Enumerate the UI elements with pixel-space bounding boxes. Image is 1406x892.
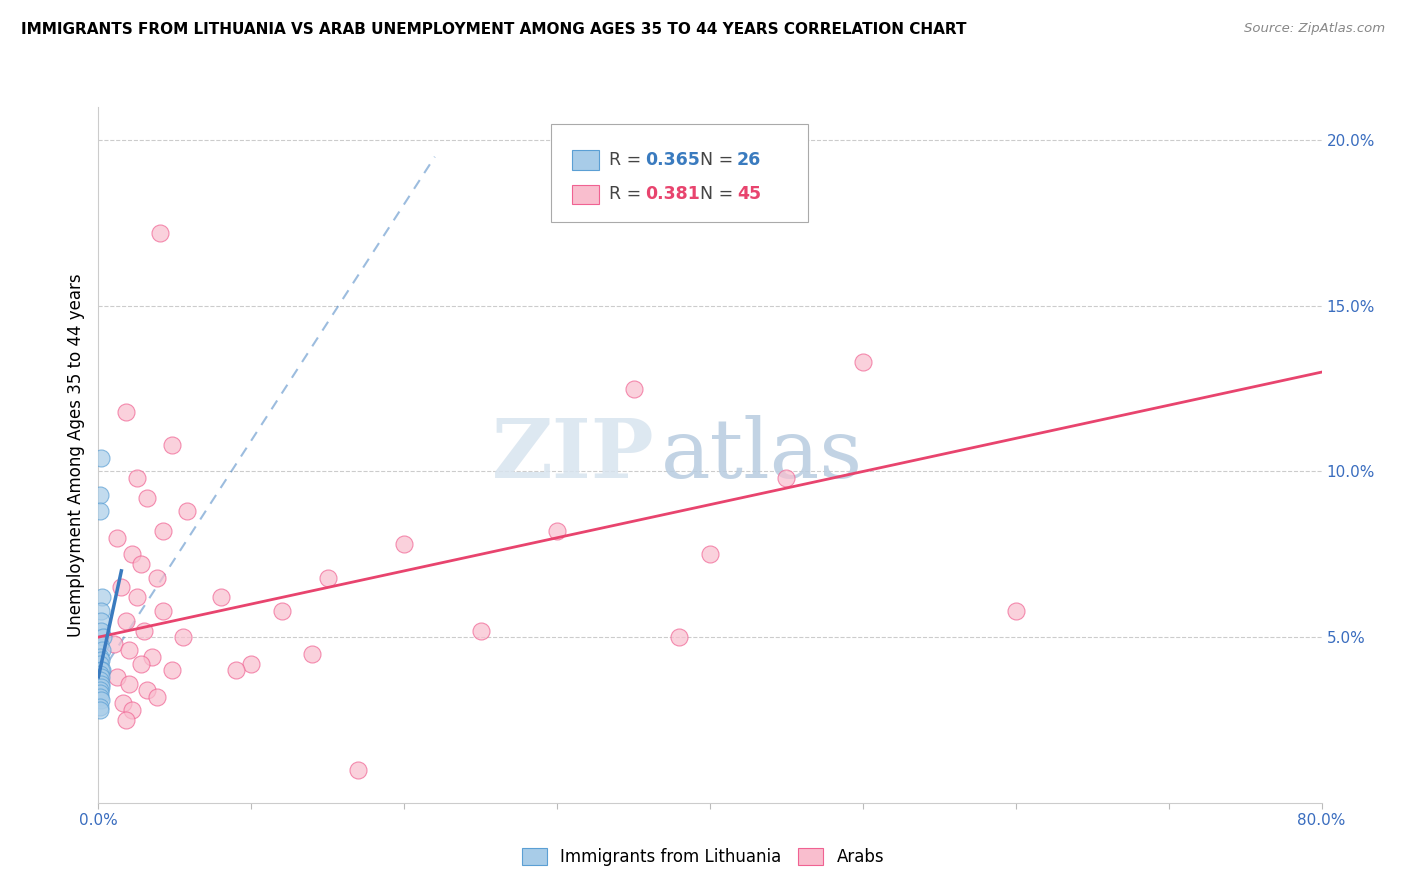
Point: [118, 643, 141, 657]
Point: [125, 471, 148, 485]
Point: [90, 693, 112, 707]
Point: [90, 451, 112, 466]
Point: [91, 663, 114, 677]
Point: [105, 670, 128, 684]
Point: [141, 650, 163, 665]
Point: [129, 558, 152, 572]
Point: [89, 504, 111, 518]
Text: R =: R =: [609, 151, 647, 169]
Point: [1004, 604, 1026, 618]
Point: [90, 680, 112, 694]
Point: [176, 504, 198, 518]
Text: N =: N =: [700, 185, 740, 203]
Point: [623, 382, 645, 396]
Point: [470, 624, 492, 638]
Point: [90, 676, 112, 690]
Point: [172, 630, 194, 644]
Text: 0.381: 0.381: [645, 185, 700, 203]
Point: [89, 699, 111, 714]
Y-axis label: Unemployment Among Ages 35 to 44 years: Unemployment Among Ages 35 to 44 years: [66, 273, 84, 637]
Point: [89, 657, 111, 671]
Point: [152, 524, 174, 538]
Point: [89, 690, 111, 704]
Point: [316, 570, 339, 584]
Point: [118, 676, 141, 690]
Text: ZIP: ZIP: [492, 415, 655, 495]
Point: [270, 604, 292, 618]
Point: [546, 524, 568, 538]
Point: [90, 653, 112, 667]
FancyBboxPatch shape: [572, 150, 599, 169]
Point: [90, 663, 112, 677]
Point: [129, 657, 152, 671]
Point: [136, 491, 159, 505]
Point: [91, 630, 114, 644]
Point: [90, 604, 112, 618]
Point: [145, 570, 167, 584]
Point: [209, 591, 232, 605]
Point: [89, 637, 111, 651]
Point: [89, 650, 111, 665]
Point: [89, 703, 111, 717]
Legend: Immigrants from Lithuania, Arabs: Immigrants from Lithuania, Arabs: [513, 840, 893, 875]
Point: [152, 604, 174, 618]
Point: [392, 537, 416, 551]
Point: [301, 647, 323, 661]
Point: [111, 697, 134, 711]
Point: [103, 637, 125, 651]
Point: [136, 683, 159, 698]
Point: [89, 683, 111, 698]
Point: [110, 581, 132, 595]
Point: [115, 405, 138, 419]
Point: [160, 663, 183, 677]
Point: [160, 438, 183, 452]
Point: [105, 531, 128, 545]
Point: [89, 488, 111, 502]
Text: 26: 26: [737, 151, 761, 169]
Point: [125, 591, 148, 605]
Text: 0.365: 0.365: [645, 151, 700, 169]
Text: IMMIGRANTS FROM LITHUANIA VS ARAB UNEMPLOYMENT AMONG AGES 35 TO 44 YEARS CORRELA: IMMIGRANTS FROM LITHUANIA VS ARAB UNEMPL…: [21, 22, 966, 37]
Point: [121, 547, 143, 561]
Point: [89, 666, 111, 681]
Point: [89, 686, 111, 700]
Text: Source: ZipAtlas.com: Source: ZipAtlas.com: [1244, 22, 1385, 36]
Point: [91, 591, 114, 605]
Text: N =: N =: [700, 151, 740, 169]
Point: [90, 670, 112, 684]
Point: [347, 763, 370, 777]
Point: [852, 355, 875, 369]
Point: [240, 657, 263, 671]
Point: [115, 713, 138, 727]
Point: [115, 614, 138, 628]
Text: 45: 45: [737, 185, 761, 203]
Point: [775, 471, 797, 485]
Point: [145, 690, 167, 704]
Text: atlas: atlas: [661, 415, 863, 495]
Point: [90, 614, 112, 628]
Point: [699, 547, 721, 561]
Point: [225, 663, 247, 677]
Point: [121, 703, 143, 717]
FancyBboxPatch shape: [551, 124, 808, 222]
Text: R =: R =: [609, 185, 647, 203]
FancyBboxPatch shape: [572, 185, 599, 204]
Point: [89, 673, 111, 688]
Point: [134, 624, 156, 638]
Point: [90, 643, 112, 657]
Point: [668, 630, 690, 644]
Point: [90, 624, 112, 638]
Point: [149, 226, 172, 240]
